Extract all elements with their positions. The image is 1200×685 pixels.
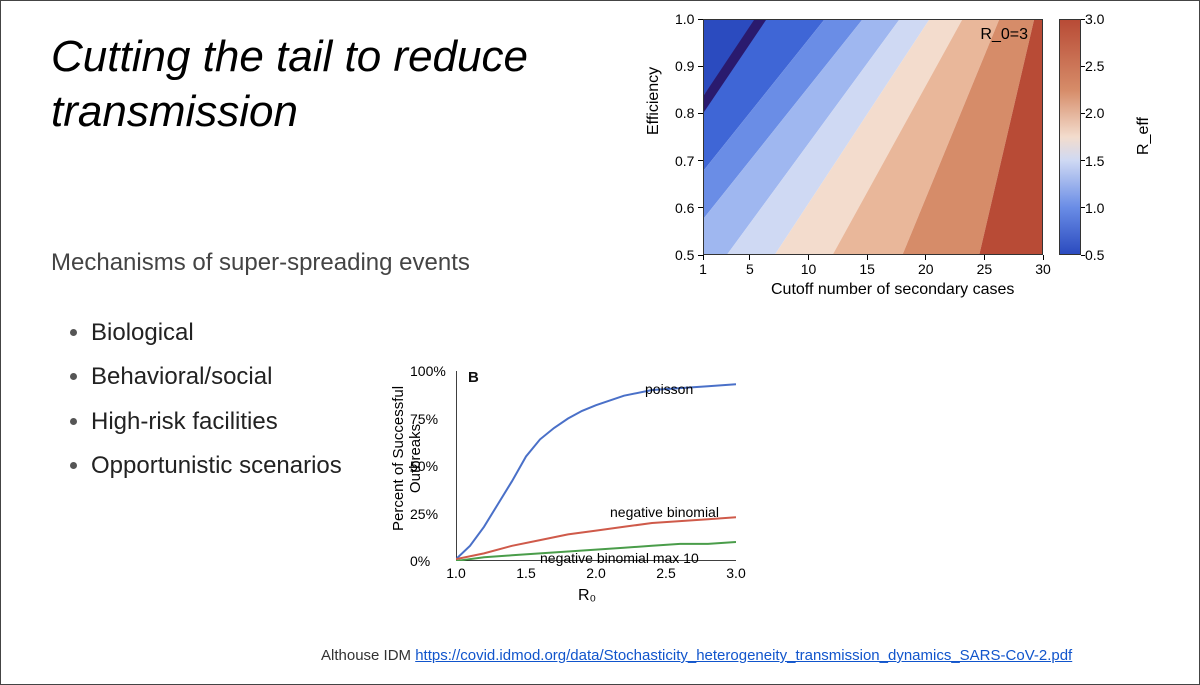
heatmap-xtick: 1 bbox=[699, 261, 707, 277]
series-poisson bbox=[456, 384, 736, 559]
heatmap-annotation: R_0=3 bbox=[980, 26, 1028, 44]
heatmap-xtick: 20 bbox=[918, 261, 934, 277]
linechart-ytick: 75% bbox=[410, 411, 438, 427]
heatmap-svg bbox=[704, 20, 1043, 255]
citation: Althouse IDM https://covid.idmod.org/dat… bbox=[321, 647, 1072, 664]
colorbar-tick: 2.0 bbox=[1085, 105, 1104, 121]
heatmap-ylabel: Efficiency bbox=[645, 67, 663, 135]
linechart-xtick: 1.0 bbox=[446, 565, 465, 581]
list-item: Opportunistic scenarios bbox=[91, 444, 342, 488]
citation-prefix: Althouse IDM bbox=[321, 647, 415, 664]
colorbar-tick: 1.5 bbox=[1085, 153, 1104, 169]
linechart-ytick: 100% bbox=[410, 363, 446, 379]
linechart-xtick: 2.0 bbox=[586, 565, 605, 581]
heatmap-ytick: 0.5 bbox=[675, 247, 694, 263]
list-item: High-risk facilities bbox=[91, 400, 342, 444]
series-label: negative binomial max 10 bbox=[540, 550, 699, 566]
linechart-xtick: 1.5 bbox=[516, 565, 535, 581]
colorbar-tick: 2.5 bbox=[1085, 58, 1104, 74]
slide-title: Cutting the tail to reduce transmission bbox=[51, 29, 571, 139]
colorbar-tick: 0.5 bbox=[1085, 247, 1104, 263]
linechart-svg bbox=[456, 371, 736, 561]
line-chart: B Percent of SuccessfulOutbreaks R₀ 0%25… bbox=[386, 361, 786, 631]
heatmap-xtick: 10 bbox=[801, 261, 817, 277]
colorbar bbox=[1059, 19, 1081, 255]
linechart-xtick: 3.0 bbox=[726, 565, 745, 581]
colorbar-tick: 3.0 bbox=[1085, 11, 1104, 27]
heatmap-ytick: 1.0 bbox=[675, 11, 694, 27]
heatmap-xtick: 25 bbox=[977, 261, 993, 277]
linechart-ytick: 50% bbox=[410, 458, 438, 474]
series-label: poisson bbox=[645, 381, 693, 397]
list-item: Biological bbox=[91, 311, 342, 355]
bullet-list: Biological Behavioral/social High-risk f… bbox=[91, 311, 342, 489]
heatmap-ytick: 0.7 bbox=[675, 153, 694, 169]
heatmap-plot-area: R_0=3 bbox=[703, 19, 1043, 255]
linechart-ytick: 25% bbox=[410, 506, 438, 522]
slide: Cutting the tail to reduce transmission … bbox=[1, 1, 1199, 684]
colorbar-tick: 1.0 bbox=[1085, 200, 1104, 216]
linechart-xlabel: R₀ bbox=[578, 587, 596, 605]
heatmap-xtick: 30 bbox=[1035, 261, 1051, 277]
list-item: Behavioral/social bbox=[91, 355, 342, 399]
slide-subtitle: Mechanisms of super-spreading events bbox=[51, 249, 470, 277]
linechart-axes bbox=[456, 371, 736, 561]
colorbar-label: R_eff bbox=[1135, 117, 1153, 155]
heatmap-xtick: 15 bbox=[859, 261, 875, 277]
series-label: negative binomial bbox=[610, 504, 719, 520]
heatmap-ytick: 0.6 bbox=[675, 200, 694, 216]
citation-link[interactable]: https://covid.idmod.org/data/Stochastici… bbox=[415, 647, 1072, 664]
heatmap-xlabel: Cutoff number of secondary cases bbox=[771, 281, 1014, 299]
heatmap-ytick: 0.8 bbox=[675, 105, 694, 121]
heatmap-ytick: 0.9 bbox=[675, 58, 694, 74]
heatmap-chart: R_0=3 Efficiency Cutoff number of second… bbox=[651, 15, 1151, 305]
linechart-plot-area bbox=[456, 371, 736, 561]
linechart-ytick: 0% bbox=[410, 553, 430, 569]
linechart-xtick: 2.5 bbox=[656, 565, 675, 581]
heatmap-xtick: 5 bbox=[746, 261, 754, 277]
